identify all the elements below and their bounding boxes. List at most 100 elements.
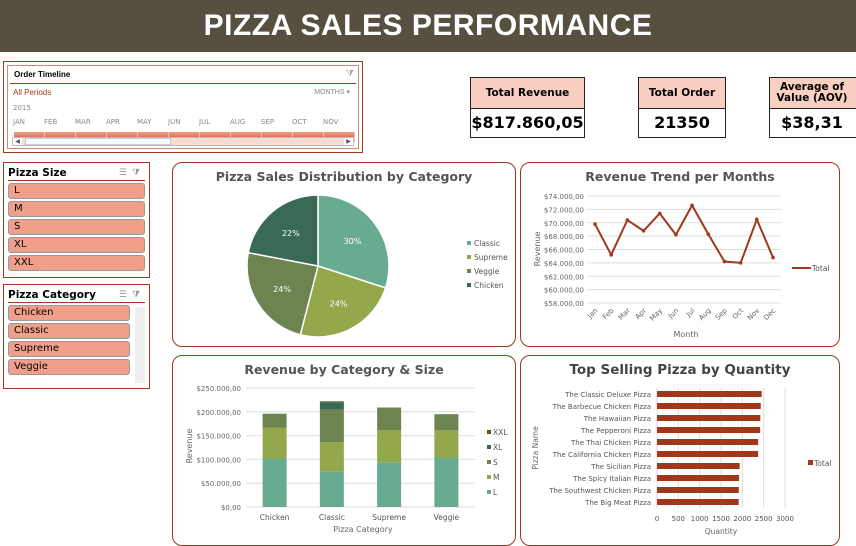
timeline-month-label: AUG	[230, 118, 246, 126]
y-tick-label: $68.000,00	[544, 233, 584, 241]
slicer-scrollbar[interactable]	[135, 307, 145, 383]
timeline-scrollbar[interactable]: ◀ ▶	[12, 137, 354, 146]
x-tick-label: May	[648, 307, 664, 323]
stacked-bar-chart: $0,00 $50.000,00 $100.000,00 $150.000,00 $20…	[185, 385, 508, 534]
slicer-item-s[interactable]: S	[8, 219, 145, 235]
slicer-item-chicken[interactable]: Chicken	[8, 305, 130, 321]
clear-filter-icon[interactable]: ⧩	[131, 289, 145, 300]
y-tick-label: $72.000,00	[544, 206, 584, 214]
multi-select-icon[interactable]: ☰	[118, 289, 132, 300]
timeline-month-label: FEB	[44, 118, 58, 126]
data-point	[609, 253, 613, 257]
y-tick-label: $64.000,00	[544, 260, 584, 268]
timeline-month-label: JAN	[13, 118, 25, 126]
y-tick-label: $70.000,00	[544, 220, 584, 228]
clear-filter-icon[interactable]: ⧩	[345, 69, 354, 79]
legend-label: Total	[811, 264, 830, 273]
stacked-bar-chart-panel[interactable]: Revenue by Category & Size $0,00 $50.000,…	[172, 355, 516, 546]
timeline-selection: All Periods	[13, 88, 52, 97]
timeline-month-labels: JAN FEB MAR APR MAY JUN JUL AUG SEP OCT NOV	[13, 118, 356, 126]
data-point	[674, 232, 678, 237]
timeline-month-label: JUL	[199, 118, 211, 126]
legend-swatch	[487, 445, 491, 449]
data-point	[625, 218, 630, 222]
y-axis-title: Pizza Name	[531, 426, 540, 470]
pie-slice-classic	[317, 194, 390, 289]
x-tick-label: 2500	[755, 515, 773, 523]
legend-swatch	[808, 460, 813, 465]
timeline-level: MONTHS	[314, 89, 345, 96]
y-tick-label: The Classic Deluxe Pizza	[564, 391, 651, 399]
x-tick-label: Aug	[697, 307, 712, 322]
x-tick-label: 0	[655, 515, 659, 523]
slicer-item-xxl[interactable]: XXL	[8, 255, 145, 271]
slicer-item-veggie[interactable]: Veggie	[8, 359, 130, 375]
bar-segment-veggie-s	[434, 414, 459, 431]
timeline-month-label: JUN	[168, 118, 181, 126]
y-tick-label: $100.000,00	[196, 456, 241, 464]
dashboard-header: PIZZA SALES PERFORMANCE	[0, 0, 856, 52]
y-tick-label: $62.000,00	[544, 273, 584, 281]
legend-label: Veggie	[474, 267, 500, 276]
bar-8	[657, 475, 740, 481]
y-axis-title: Revenue	[185, 429, 194, 464]
data-point	[593, 222, 597, 226]
slicer-item-classic[interactable]: Classic	[8, 323, 130, 339]
dashboard-title: PIZZA SALES PERFORMANCE	[203, 9, 653, 42]
chart-title: Pizza Sales Distribution by Category	[215, 169, 473, 184]
kpi-label: Total Order	[639, 78, 725, 109]
y-tick-label: The Pepperoni Pizza	[580, 427, 651, 435]
chart-title: Top Selling Pizza by Quantity	[569, 362, 791, 378]
y-tick-label: $66.000,00	[544, 247, 584, 255]
kpi-total-order: Total Order 21350	[638, 77, 726, 138]
bar-segment-classic-m	[319, 442, 344, 472]
multi-select-icon[interactable]: ☰	[118, 167, 132, 178]
data-point	[771, 255, 775, 260]
bar-segment-veggie-m	[434, 430, 459, 458]
x-tick-label: Jan	[585, 307, 599, 321]
bar-10	[657, 499, 739, 505]
pie-data-label: 24%	[273, 285, 291, 294]
timeline-year: 2015	[13, 104, 31, 112]
line-chart-panel[interactable]: Revenue Trend per Months $58.000,00 $60.0…	[520, 162, 840, 347]
slicer-item-xl[interactable]: XL	[8, 237, 145, 253]
slicer-item-supreme[interactable]: Supreme	[8, 341, 130, 357]
x-tick-label: 1000	[691, 515, 709, 523]
hbar-chart-panel[interactable]: Top Selling Pizza by Quantity 0 500 1000 15…	[520, 355, 840, 546]
bar-segment-chicken-l	[262, 458, 287, 507]
legend-label: Classic	[474, 239, 500, 248]
pie-chart-panel[interactable]: Pizza Sales Distribution by Category 30%…	[172, 162, 516, 347]
bar-2	[657, 403, 761, 409]
scroll-right-icon[interactable]: ▶	[344, 138, 353, 145]
bar-segment-supreme-l	[377, 462, 402, 507]
x-tick-label: Chicken	[260, 513, 290, 522]
bar-segment-classic-l	[319, 471, 344, 507]
legend-swatch	[467, 269, 471, 273]
legend-swatch	[487, 475, 491, 479]
kpi-label: Average of Value (AOV)	[770, 78, 856, 109]
y-tick-label: $150.000,00	[196, 433, 241, 441]
timeline-month-label: OCT	[292, 118, 307, 126]
scroll-thumb[interactable]	[25, 138, 171, 145]
legend-swatch	[467, 255, 471, 259]
order-timeline[interactable]: Order Timeline ⧩ All Periods MONTHS ▾ 20…	[3, 61, 363, 153]
data-point	[706, 232, 711, 236]
slicer-item-m[interactable]: M	[8, 201, 145, 217]
x-tick-label: Veggie	[434, 513, 460, 522]
pie-slice-chicken	[247, 194, 319, 267]
clear-filter-icon[interactable]: ⧩	[131, 167, 145, 178]
legend-swatch	[467, 283, 471, 287]
y-tick-label: $58.000,00	[544, 300, 584, 308]
slicer-item-l[interactable]: L	[8, 183, 145, 199]
y-tick-label: The Thai Chicken Pizza	[570, 439, 651, 447]
data-point	[722, 259, 727, 264]
legend-label: S	[493, 458, 498, 467]
x-tick-label: 2000	[733, 515, 751, 523]
pie-slice-veggie	[246, 251, 319, 336]
scroll-left-icon[interactable]: ◀	[13, 138, 22, 145]
kpi-total-revenue: Total Revenue $817.860,05	[470, 77, 585, 138]
kpi-value: $38,31	[781, 113, 843, 132]
legend-swatch	[467, 241, 471, 245]
y-axis-title: Revenue	[533, 232, 542, 267]
timeline-level-dropdown[interactable]: MONTHS ▾	[314, 89, 350, 96]
